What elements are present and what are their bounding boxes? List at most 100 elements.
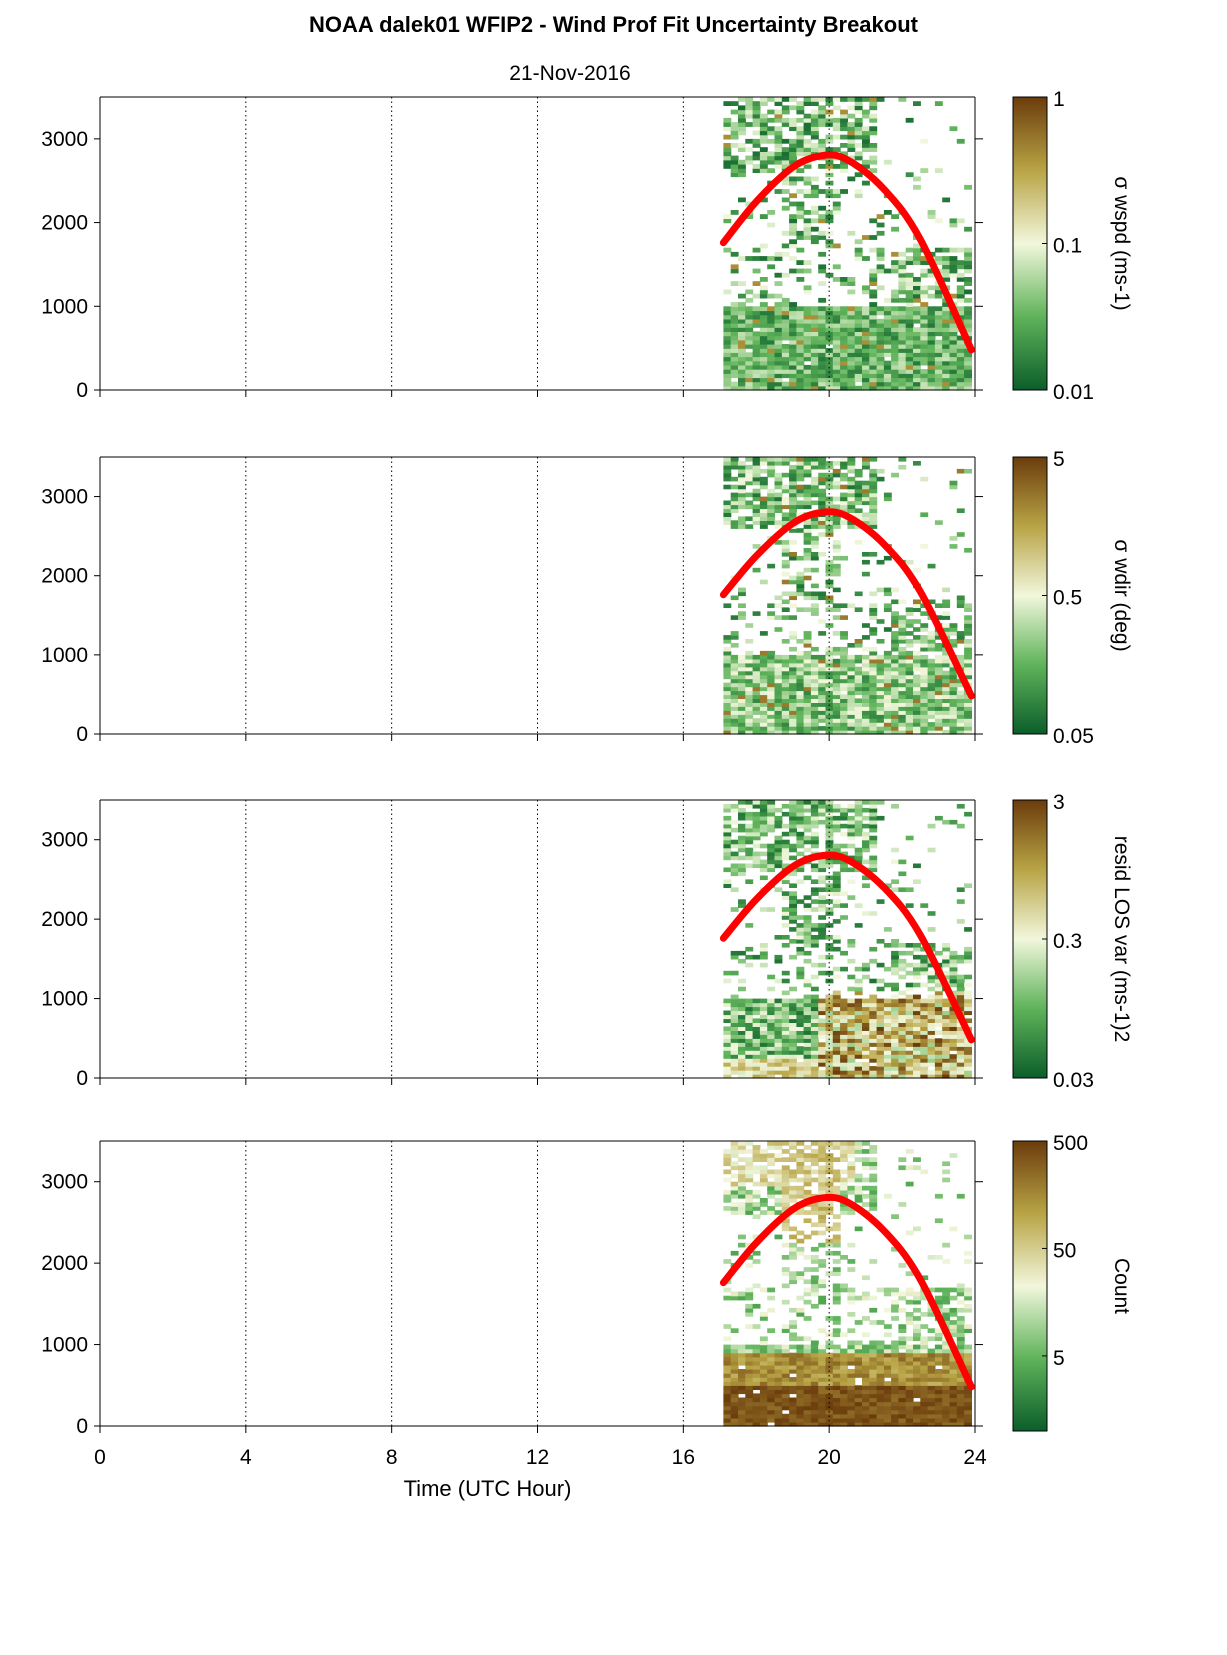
heatmap-cell — [862, 1010, 870, 1016]
heatmap-cell — [818, 1413, 827, 1419]
heatmap-cell — [752, 666, 761, 672]
heatmap-cell — [956, 718, 965, 723]
heatmap-cell — [832, 1320, 841, 1325]
heatmap-cell — [840, 381, 848, 387]
heatmap-cell — [942, 1018, 951, 1023]
heatmap-cell — [869, 1198, 878, 1203]
heatmap-cell — [854, 718, 863, 723]
heatmap-cell — [876, 1034, 885, 1039]
heatmap-cell — [869, 1377, 878, 1382]
heatmap-cell — [920, 1340, 929, 1346]
heatmap-cell — [730, 819, 739, 825]
heatmap-cell — [883, 310, 892, 316]
heatmap-cell — [949, 385, 958, 391]
heatmap-cell — [803, 1002, 812, 1008]
heatmap-cell — [876, 1050, 885, 1055]
heatmap-cell — [934, 726, 943, 731]
heatmap-cell — [964, 726, 972, 731]
heatmap-cell — [920, 710, 929, 715]
heatmap-cell — [810, 1230, 819, 1236]
heatmap-cell — [752, 1062, 761, 1067]
heatmap-cell — [818, 702, 827, 707]
heatmap-cell — [781, 520, 790, 525]
heatmap-cell — [913, 1157, 921, 1162]
heatmap-cell — [781, 1014, 790, 1020]
heatmap-cell — [818, 1173, 827, 1179]
heatmap-cell — [730, 1002, 739, 1008]
heatmap-cell — [752, 331, 761, 337]
heatmap-cell — [854, 1356, 863, 1362]
heatmap-cell — [738, 1352, 746, 1358]
heatmap-cell — [723, 639, 732, 644]
heatmap-cell — [883, 650, 892, 656]
heatmap-cell — [898, 714, 907, 719]
heatmap-cell — [832, 730, 841, 735]
heatmap-cell — [803, 1360, 812, 1366]
heatmap-cell — [789, 496, 797, 502]
heatmap-cell — [934, 674, 943, 680]
heatmap-cell — [803, 377, 812, 383]
heatmap-cell — [752, 710, 761, 715]
heatmap-cell — [832, 122, 841, 127]
heatmap-cell — [767, 138, 776, 144]
heatmap-cell — [891, 1058, 899, 1063]
heatmap-cell — [796, 385, 805, 391]
heatmap-cell — [789, 302, 797, 307]
heatmap-cell — [876, 327, 885, 332]
heatmap-cell — [759, 1010, 768, 1016]
heatmap-cell — [723, 1336, 732, 1342]
heatmap-cell — [905, 1050, 914, 1055]
heatmap-cell — [810, 815, 819, 821]
heatmap-cell — [854, 1006, 863, 1012]
heatmap-cell — [956, 1074, 965, 1079]
heatmap-cell — [767, 827, 776, 833]
heatmap-cell — [752, 306, 761, 312]
heatmap-cell — [847, 831, 856, 837]
heatmap-cell — [825, 339, 834, 345]
heatmap-cell — [927, 702, 936, 707]
heatmap-cell — [840, 859, 848, 865]
heatmap-cell — [723, 1058, 732, 1063]
heatmap-cell — [964, 377, 972, 383]
heatmap-cell — [934, 1022, 943, 1027]
heatmap-cell — [781, 272, 790, 278]
heatmap-cell — [789, 831, 797, 837]
heatmap-cell — [883, 982, 892, 988]
heatmap-cell — [847, 1010, 856, 1016]
heatmap-cell — [825, 168, 834, 173]
heatmap-cell — [803, 532, 812, 537]
heatmap-cell — [738, 867, 746, 873]
heatmap-cell — [767, 360, 776, 366]
heatmap-cell — [934, 678, 943, 684]
heatmap-cell — [927, 1038, 936, 1043]
heatmap-cell — [730, 1022, 739, 1027]
heatmap-cell — [738, 318, 746, 324]
heatmap-cell — [854, 492, 863, 498]
heatmap-cell — [862, 1409, 870, 1415]
heatmap-cell — [927, 377, 936, 383]
heatmap-cell — [803, 1177, 812, 1183]
heatmap-cell — [942, 954, 951, 960]
heatmap-cell — [913, 360, 921, 366]
heatmap-cell — [818, 1185, 827, 1191]
heatmap-cell — [927, 986, 936, 992]
heatmap-cell — [847, 476, 856, 482]
heatmap-cell — [730, 281, 739, 286]
heatmap-cell — [869, 492, 878, 498]
heatmap-cell — [869, 302, 878, 307]
heatmap-cell — [934, 348, 943, 353]
heatmap-cell — [759, 168, 768, 173]
heatmap-cell — [891, 994, 899, 1000]
heatmap-cell — [825, 1022, 834, 1027]
heatmap-cell — [927, 268, 936, 274]
heatmap-cell — [934, 1409, 943, 1415]
heatmap-cell — [738, 172, 746, 178]
heatmap-cell — [847, 344, 856, 349]
heatmap-cell — [730, 1250, 739, 1256]
heatmap-cell — [832, 823, 841, 829]
heatmap-cell — [891, 264, 899, 270]
heatmap-cell — [898, 1038, 907, 1043]
heatmap-cell — [818, 819, 827, 825]
heatmap-cell — [898, 678, 907, 684]
heatmap-cell — [803, 1287, 812, 1293]
